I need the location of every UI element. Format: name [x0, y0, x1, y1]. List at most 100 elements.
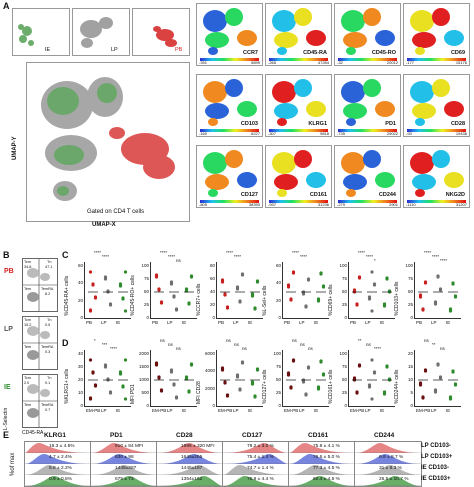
dot-plot-category: LP [299, 320, 305, 325]
dot-plot-category: EM-PB [86, 408, 101, 413]
marker-tile-cd244: CD244 -279 2901 [334, 145, 401, 208]
umap-caption: Gated on CD4 T cells [87, 209, 145, 215]
dot-plot-significance: * [94, 338, 96, 343]
dot-plot [348, 350, 395, 407]
hist-value: 75.8 ± 4.1 % [313, 444, 340, 449]
dot-plot-tick: 0 [410, 315, 413, 320]
dot-plot-tick: 0 [278, 403, 281, 408]
dot-plot-tick: 6000 [204, 351, 215, 356]
marker-tile-plot [410, 8, 464, 55]
dot-plot [348, 262, 395, 319]
dot-plot-tick: 100 [405, 263, 413, 268]
marker-tile-min: -160 [199, 131, 208, 136]
dot-plot-tick: 30 [77, 364, 83, 369]
facs-plot: Tcm 34.8 Tn 47.1 Tem TemRA 8.2 [22, 258, 58, 312]
dot-plot-points [220, 360, 260, 399]
dot-plot-tick: 100 [141, 263, 149, 268]
hist-strip [91, 443, 157, 453]
dot-plot-ylabel: %CD103+ cells [394, 281, 400, 316]
dot-plot-tick: 40 [275, 280, 281, 286]
marker-tile-name: CD161 [308, 192, 328, 198]
dot-plot-points [352, 358, 392, 401]
marker-tile-name: PD1 [384, 121, 397, 127]
marker-tile-max: 5899 [251, 60, 260, 65]
dot-plot-significance: **** [234, 254, 242, 259]
panel-e-letter: E [3, 430, 10, 440]
dot-plot-tick: 20 [275, 297, 281, 303]
dot-plot-tick: 40 [77, 351, 83, 356]
facs-gate-tcm-value: 15.2 [24, 323, 32, 327]
hist-value: 19.3 ± 4.5% [49, 444, 75, 449]
marker-tile-name: CD45-RO [370, 50, 397, 56]
dot-plot-category: EM-PB [152, 408, 167, 413]
dot-plot-significance: **** [440, 258, 448, 263]
facs-ylabel: L-Selectin [3, 407, 9, 430]
hist-strip [223, 443, 289, 453]
marker-tile-min: -937 [268, 202, 277, 207]
hist-strip [289, 476, 355, 486]
hist-value: 1445±187 [181, 466, 203, 471]
marker-tile-min: -177 [406, 60, 415, 65]
dot-plot-category: PB [152, 320, 159, 325]
dot-plot [414, 262, 461, 319]
umap-xlabel: UMAP-X [92, 222, 116, 228]
hist-strip [157, 476, 223, 486]
hist-column-title: CD161 [308, 432, 329, 439]
hist-value: 910 ± 84 MFI [115, 444, 144, 449]
dot-plot-category: LP [365, 320, 371, 325]
marker-tile-max: 15176 [455, 60, 467, 65]
hist-strip [355, 476, 421, 486]
dot-plot-tick: 25 [407, 302, 413, 307]
panel-b-letter: B [3, 250, 10, 260]
hist-column-title: CD28 [176, 432, 193, 439]
marker-tile-plot [272, 79, 326, 126]
dot-plot-points [154, 273, 194, 312]
marker-tile-name: CD45-RA [302, 50, 328, 56]
dot-plot-ylabel: MFI PD1 [130, 384, 136, 404]
hist-column: 75.8 ± 4.1 % 76.6 ± 5.0 % 77.3 ± 4.5 % 60.4… [288, 441, 356, 487]
dot-plot-tick: 100 [273, 351, 281, 356]
dot-plot-category: LP [365, 408, 371, 413]
dot-plot-category: IE [116, 320, 121, 325]
hist-row-label: IE CD103- [421, 465, 450, 471]
hist-strip [25, 454, 91, 464]
dot-plot-category: IE [314, 320, 319, 325]
dot-plot-category: LP [431, 408, 437, 413]
hist-strip [289, 443, 355, 453]
dot-plot-category: IE [248, 408, 253, 413]
dot-plot-category: LP [233, 408, 239, 413]
marker-tile-plot [341, 8, 395, 55]
hist-row-label: LP CD103+ [421, 454, 453, 460]
dot-plot-tick: 75 [143, 276, 149, 281]
dot-plot-ylabel: %CD127+ cells [262, 369, 268, 404]
dot-plot-ylabel: %CD69+ cells [328, 284, 334, 316]
facs-gate-tcm: Tcm [24, 376, 31, 380]
hist-value: 9.9 ± 8.7 % [379, 455, 404, 460]
dot-plot-tick: 1500 [138, 364, 149, 369]
dot-plot-tick: 0 [212, 403, 215, 408]
marker-tile-max: 31207 [455, 202, 467, 207]
dot-plot-tick: 500 [141, 390, 149, 395]
umap-main-plot [41, 77, 175, 201]
mini-umap-pb: PB [132, 8, 190, 56]
dot-plot-significance: **** [102, 254, 110, 259]
facs-gate-tcm: Tcm [24, 318, 31, 322]
dot-plot-tick: 40 [209, 289, 215, 294]
marker-tile-name: NKG2D [444, 192, 466, 198]
dot-plot-category: EM-PB [218, 408, 233, 413]
dot-plot-significance: * [374, 258, 376, 263]
dot-plot-tick: 0 [146, 315, 149, 320]
marker-tile-name: CD28 [449, 121, 466, 127]
hist-strip [157, 443, 223, 453]
dot-plot-tick: 5 [410, 390, 413, 395]
hist-value: 75.4 ± 1.4 % [247, 455, 274, 460]
mini-umap-pb-plot [153, 26, 177, 47]
marker-tile-min: -265 [268, 60, 277, 65]
dot-plot-points [154, 361, 194, 400]
dot-plot-category: IE [446, 320, 451, 325]
dot-plot-tick: 15 [407, 364, 413, 369]
marker-tile-klrg1: KLRG1 -307 9818 [265, 74, 332, 137]
hist-value: 79.2 ± 3.0 % [247, 444, 274, 449]
dot-plot-tick: 25 [143, 302, 149, 307]
dot-plot-significance: **** [424, 250, 432, 255]
